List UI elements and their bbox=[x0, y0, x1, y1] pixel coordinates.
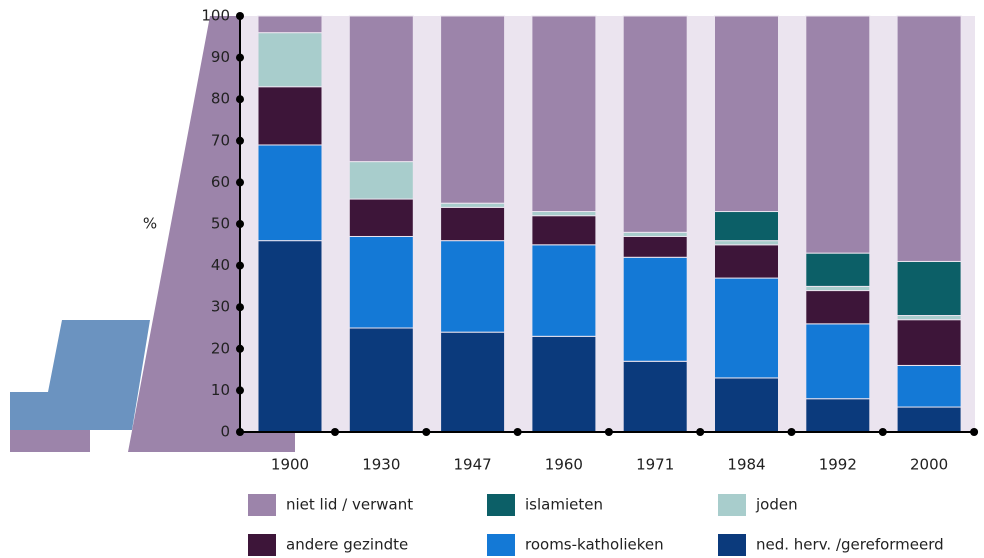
bar-segment bbox=[622, 15, 688, 233]
y-tick bbox=[236, 178, 244, 187]
bar-segment bbox=[714, 211, 779, 242]
x-tick-label: 1930 bbox=[362, 456, 400, 474]
bar-segment bbox=[257, 144, 323, 242]
y-tick-label: 0 bbox=[220, 423, 230, 441]
bar-segment bbox=[531, 211, 597, 217]
bar-segment bbox=[622, 231, 688, 237]
y-tick-label: 90 bbox=[211, 48, 230, 66]
bar-segment bbox=[805, 323, 871, 400]
legend-label: niet lid / verwant bbox=[286, 496, 413, 514]
bar-segment bbox=[257, 240, 323, 433]
bar-segment bbox=[622, 256, 688, 362]
bar-segment bbox=[714, 277, 779, 379]
y-tick-label: 50 bbox=[211, 215, 230, 233]
bar-segment bbox=[348, 198, 414, 237]
x-tick-label: 1960 bbox=[545, 456, 583, 474]
y-tick bbox=[236, 220, 244, 228]
y-tick bbox=[236, 261, 244, 270]
y-tick bbox=[236, 53, 244, 62]
legend-label: andere gezindte bbox=[286, 536, 408, 554]
legend-label: ned. herv. /gereformeerd bbox=[756, 536, 944, 554]
y-axis-label: % bbox=[143, 215, 157, 233]
y-tick-label: 60 bbox=[211, 173, 230, 191]
bar-segment bbox=[896, 315, 962, 321]
bar-segment bbox=[440, 15, 506, 204]
x-tick-label: 1971 bbox=[636, 456, 674, 474]
x-tick-label: 1947 bbox=[454, 456, 492, 474]
bar-segment bbox=[257, 32, 323, 88]
bar-segment bbox=[531, 215, 597, 246]
legend-swatch bbox=[487, 534, 515, 556]
y-tick bbox=[236, 12, 244, 20]
legend-swatch bbox=[718, 494, 746, 516]
bar-segment bbox=[531, 15, 597, 213]
bar-segment bbox=[257, 15, 323, 34]
y-tick-label: 20 bbox=[211, 339, 230, 357]
legend-swatch bbox=[718, 534, 746, 556]
y-tick-label: 70 bbox=[211, 131, 230, 149]
bar-segment bbox=[896, 319, 962, 366]
bar-segment bbox=[805, 285, 871, 292]
bar-segment bbox=[896, 406, 962, 433]
bar-segment bbox=[805, 252, 871, 287]
decoration bbox=[10, 430, 90, 452]
bar-segment bbox=[531, 335, 597, 433]
bar-segment bbox=[440, 202, 506, 208]
y-tick-label: 80 bbox=[211, 90, 230, 108]
y-tick bbox=[236, 344, 244, 353]
legend-label: islamieten bbox=[525, 496, 603, 514]
y-tick-label: 100 bbox=[201, 7, 230, 25]
bar-segment bbox=[714, 240, 779, 246]
x-tick-label: 1900 bbox=[271, 456, 309, 474]
bar-segment bbox=[440, 240, 506, 333]
y-tick bbox=[236, 136, 244, 145]
bar-segment bbox=[440, 331, 506, 433]
legend-swatch bbox=[248, 494, 276, 516]
bar-segment bbox=[257, 86, 323, 146]
bar-segment bbox=[440, 206, 506, 242]
bar-segment bbox=[805, 398, 871, 433]
bar-segment bbox=[348, 161, 414, 200]
bar-segment bbox=[531, 244, 597, 337]
y-tick-label: 40 bbox=[211, 256, 230, 274]
bar-segment bbox=[348, 235, 414, 329]
bar-segment bbox=[622, 235, 688, 258]
legend-swatch bbox=[248, 534, 276, 556]
x-tick-label: 1984 bbox=[727, 456, 765, 474]
legend-swatch bbox=[487, 494, 515, 516]
x-tick-label: 1992 bbox=[819, 456, 857, 474]
bar-segment bbox=[714, 15, 779, 213]
bar-segment bbox=[896, 15, 962, 262]
y-tick bbox=[236, 303, 244, 312]
bar-segment bbox=[348, 15, 414, 163]
bar-segment bbox=[348, 327, 414, 433]
decoration bbox=[10, 320, 150, 430]
bar-segment bbox=[896, 364, 962, 408]
bar-segment bbox=[714, 377, 779, 433]
y-tick bbox=[236, 386, 244, 395]
y-tick-label: 30 bbox=[211, 298, 230, 316]
bar-segment bbox=[805, 15, 871, 254]
y-tick bbox=[236, 428, 244, 436]
bar-segment bbox=[622, 360, 688, 433]
x-tick-label: 2000 bbox=[910, 456, 948, 474]
bar-segment bbox=[805, 290, 871, 325]
legend-label: rooms-katholieken bbox=[525, 536, 664, 554]
legend-label: joden bbox=[755, 496, 798, 514]
decoration bbox=[128, 16, 295, 452]
bar-segment bbox=[896, 260, 962, 317]
y-tick-label: 10 bbox=[211, 381, 230, 399]
bar-segment bbox=[714, 244, 779, 279]
y-tick bbox=[236, 95, 244, 104]
